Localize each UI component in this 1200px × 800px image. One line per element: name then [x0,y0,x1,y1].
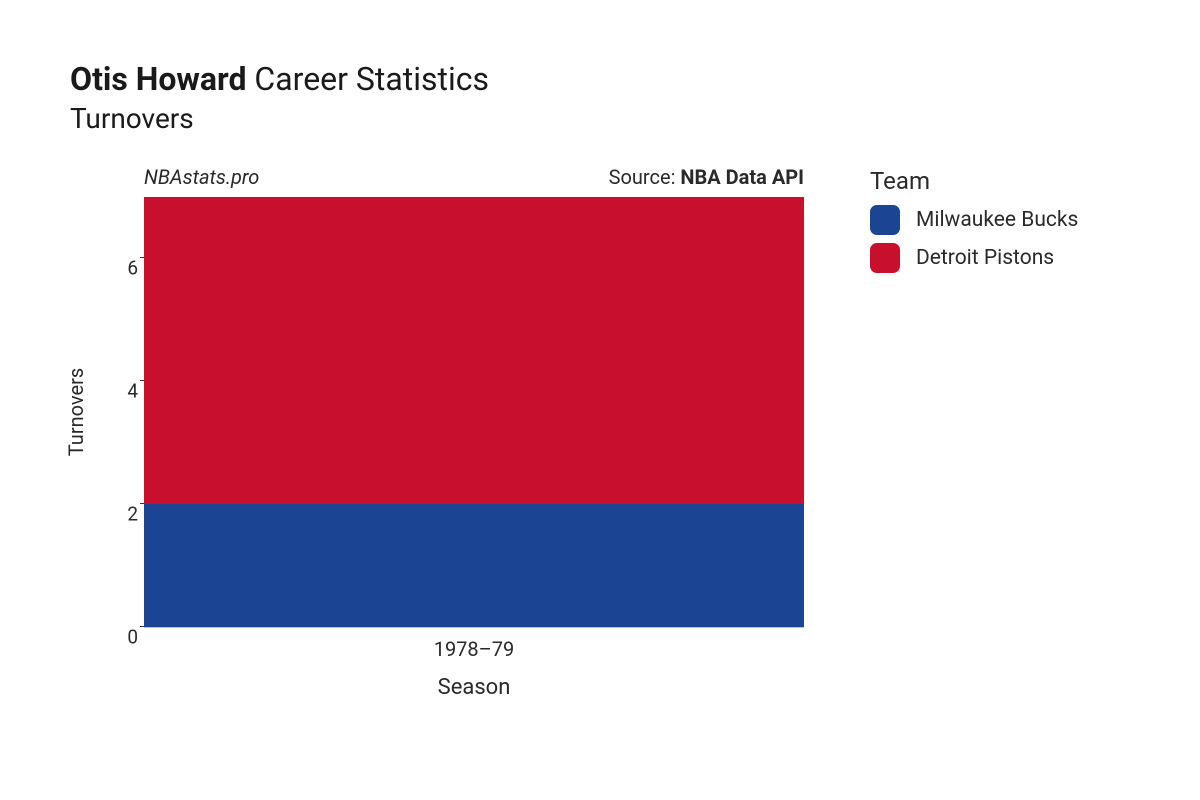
legend-label: Milwaukee Bucks [916,208,1078,232]
source-name: NBA Data API [680,165,804,189]
watermark-text: NBAstats.pro [144,165,259,189]
player-name: Otis Howard [70,60,246,98]
x-axis-label: Season [144,675,804,700]
legend: Team Milwaukee Bucks Detroit Pistons [870,167,1078,281]
y-tick-label: 2 [108,503,138,526]
legend-item: Milwaukee Bucks [870,205,1078,235]
source-label: Source: [609,165,681,189]
legend-item: Detroit Pistons [870,243,1078,273]
chart-title: Otis Howard Career Statistics [70,60,1150,98]
legend-title: Team [870,167,1078,195]
bar-segment [144,197,804,504]
gridline [144,627,804,628]
annotations-row: NBAstats.pro Source: NBA Data API [144,163,804,191]
axes: Turnovers 0246 1978–79 Season [70,197,830,627]
plot-wrap: NBAstats.pro Source: NBA Data API Turnov… [70,163,1150,627]
bar-segment [144,504,804,627]
y-tick-label: 4 [108,380,138,403]
y-ticks: 0246 [108,197,138,627]
legend-swatch [870,243,900,273]
title-suffix: Career Statistics [254,60,489,98]
legend-items: Milwaukee Bucks Detroit Pistons [870,205,1078,273]
chart-subtitle: Turnovers [70,102,1150,135]
chart-container: Otis Howard Career Statistics Turnovers … [70,60,1150,627]
y-tick-label: 0 [108,626,138,649]
plot-rect [144,197,804,627]
y-tick-label: 6 [108,257,138,280]
x-tick-label: 1978–79 [144,637,804,661]
source-text: Source: NBA Data API [609,165,804,189]
plot-area: NBAstats.pro Source: NBA Data API Turnov… [70,163,830,627]
legend-swatch [870,205,900,235]
y-axis-label: Turnovers [64,368,88,456]
legend-label: Detroit Pistons [916,246,1054,270]
